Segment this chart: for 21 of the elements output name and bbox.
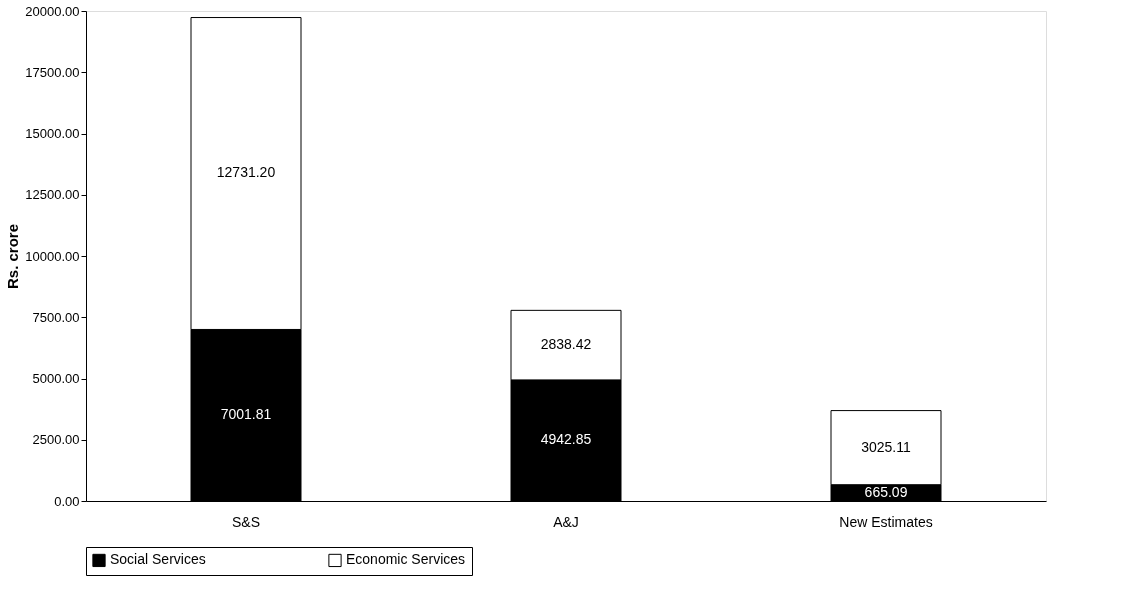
text: 4942.85	[540, 431, 592, 448]
x-tick-label: S&S	[231, 513, 261, 530]
y-tick-label: 2500.00	[32, 432, 80, 448]
text: 665.09	[864, 483, 908, 500]
y-tick-label: 15000.00	[25, 126, 80, 141]
legend-label: Social Services	[110, 551, 206, 568]
y-tick-label: 0.00	[54, 493, 80, 509]
x-tick-label: New Estimates	[839, 513, 933, 530]
x-tick-label: A&J	[553, 513, 579, 530]
y-tick-label: 10000.00	[25, 248, 80, 264]
text: 3025.11	[861, 438, 911, 455]
y-tick-label: 20000.00	[25, 3, 80, 19]
y-tick-label: 12500.00	[25, 187, 80, 203]
text: 2838.42	[540, 336, 592, 353]
y-tick-label: 7500.00	[32, 309, 80, 325]
text: 7001.81	[220, 406, 272, 423]
y-tick-label: 5000.00	[32, 371, 80, 386]
y-tick-label: 17500.00	[25, 64, 80, 80]
text: 12731.20	[216, 164, 276, 181]
y-axis-title: Rs. crore	[4, 223, 22, 290]
legend-label: Economic Services	[346, 551, 466, 568]
